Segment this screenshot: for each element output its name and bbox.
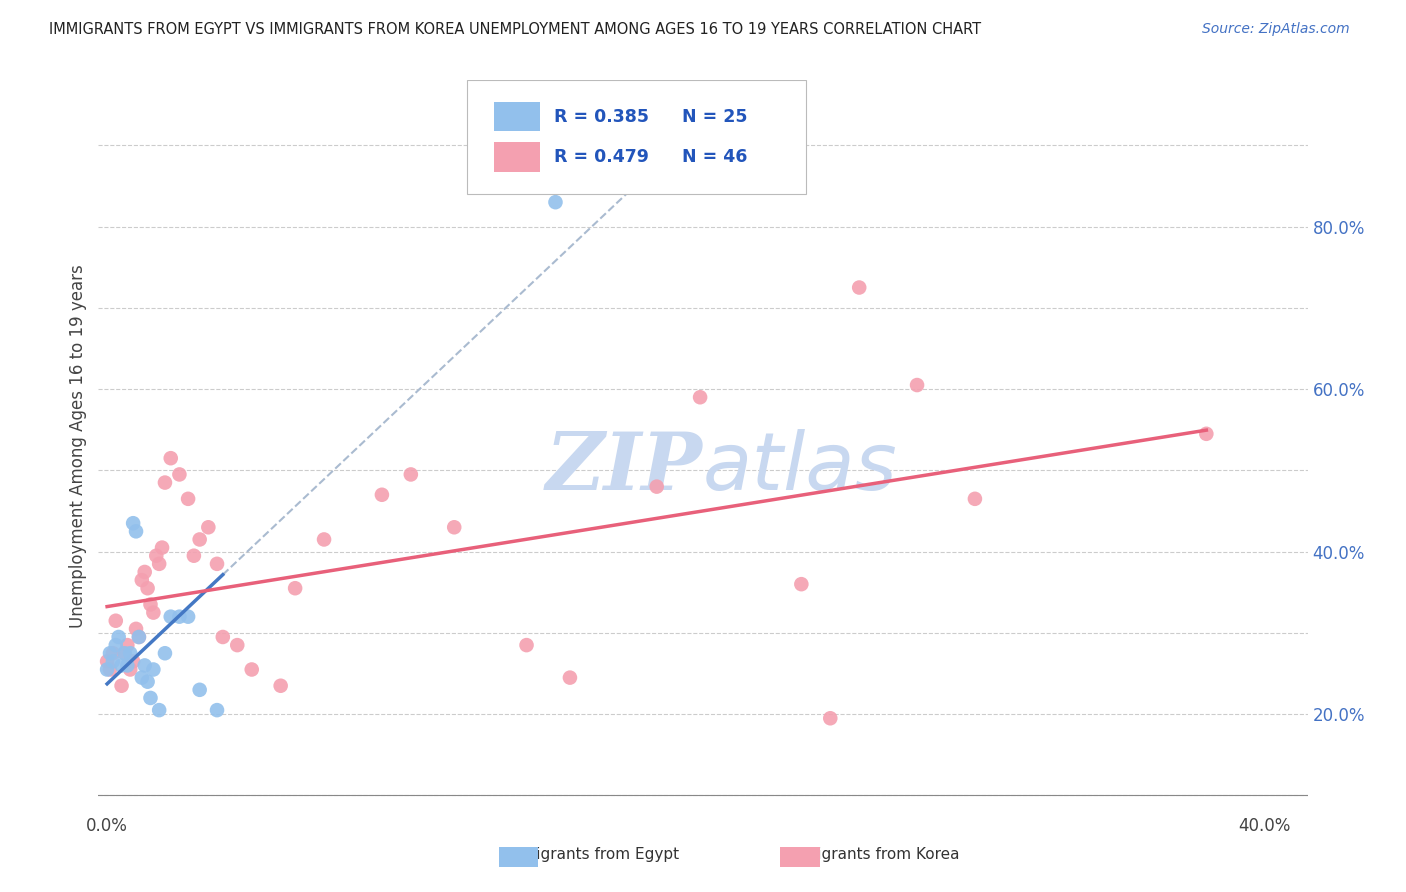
Point (159, 451, 181, 466)
Point (110, 679, 132, 693)
Text: Immigrants from Korea: Immigrants from Korea (783, 847, 960, 862)
Point (399, 467, 422, 482)
Point (371, 488, 394, 502)
Point (107, 630, 129, 644)
Point (122, 654, 145, 668)
Point (142, 663, 165, 677)
Point (139, 598, 162, 612)
Point (134, 658, 156, 673)
Point (96, 654, 118, 668)
Point (515, 638, 537, 652)
Point (131, 573, 153, 587)
Point (205, 703, 228, 717)
Point (270, 679, 292, 693)
Point (101, 654, 124, 668)
Point (544, 195, 567, 210)
Point (963, 491, 986, 506)
Point (1195, 426, 1218, 441)
Point (153, 475, 176, 490)
Point (848, 280, 870, 294)
Point (125, 524, 148, 539)
Point (125, 622, 148, 636)
Point (205, 557, 228, 571)
Point (136, 674, 159, 689)
Point (98, 663, 121, 677)
Point (114, 646, 136, 660)
Point (142, 606, 165, 620)
Y-axis label: Unemployment Among Ages 16 to 19 years: Unemployment Among Ages 16 to 19 years (69, 264, 87, 628)
Point (139, 690, 162, 705)
Text: R = 0.479: R = 0.479 (554, 148, 650, 166)
FancyBboxPatch shape (494, 103, 540, 131)
Point (153, 646, 176, 660)
Point (312, 533, 335, 547)
Point (98, 646, 121, 660)
Text: ZIP: ZIP (546, 429, 703, 507)
Point (183, 549, 205, 563)
Point (211, 630, 233, 644)
Point (110, 658, 132, 673)
Point (790, 577, 813, 591)
Text: N = 46: N = 46 (682, 148, 748, 166)
Point (128, 630, 150, 644)
Point (117, 638, 139, 652)
Point (150, 541, 173, 555)
Point (177, 491, 200, 506)
Point (128, 630, 150, 644)
Point (122, 516, 145, 531)
Text: IMMIGRANTS FROM EGYPT VS IMMIGRANTS FROM KOREA UNEMPLOYMENT AMONG AGES 16 TO 19 : IMMIGRANTS FROM EGYPT VS IMMIGRANTS FROM… (49, 22, 981, 37)
Text: R = 0.385: R = 0.385 (554, 108, 650, 126)
Point (117, 658, 139, 673)
Point (159, 609, 181, 624)
Point (177, 609, 200, 624)
Point (284, 581, 307, 595)
Point (645, 480, 668, 494)
Point (134, 565, 156, 579)
Point (104, 638, 127, 652)
Point (188, 533, 211, 547)
Point (226, 638, 249, 652)
Point (169, 467, 191, 482)
Point (96, 663, 118, 677)
Point (120, 663, 142, 677)
Point (131, 671, 153, 685)
Point (120, 646, 142, 660)
Point (905, 378, 928, 392)
Point (188, 682, 211, 697)
Point (114, 646, 136, 660)
Point (820, 711, 842, 725)
Text: Source: ZipAtlas.com: Source: ZipAtlas.com (1202, 22, 1350, 37)
FancyBboxPatch shape (494, 143, 540, 171)
Text: Immigrants from Egypt: Immigrants from Egypt (502, 847, 679, 862)
FancyBboxPatch shape (467, 80, 806, 194)
Point (558, 671, 581, 685)
Point (169, 609, 191, 624)
Text: atlas: atlas (703, 429, 898, 507)
Point (104, 614, 127, 628)
Point (443, 520, 465, 534)
Point (197, 520, 219, 534)
Text: N = 25: N = 25 (682, 108, 748, 126)
Point (145, 549, 167, 563)
Point (101, 646, 124, 660)
Point (689, 390, 711, 404)
Point (148, 703, 170, 717)
Point (148, 557, 170, 571)
Point (136, 581, 159, 595)
Point (240, 663, 263, 677)
